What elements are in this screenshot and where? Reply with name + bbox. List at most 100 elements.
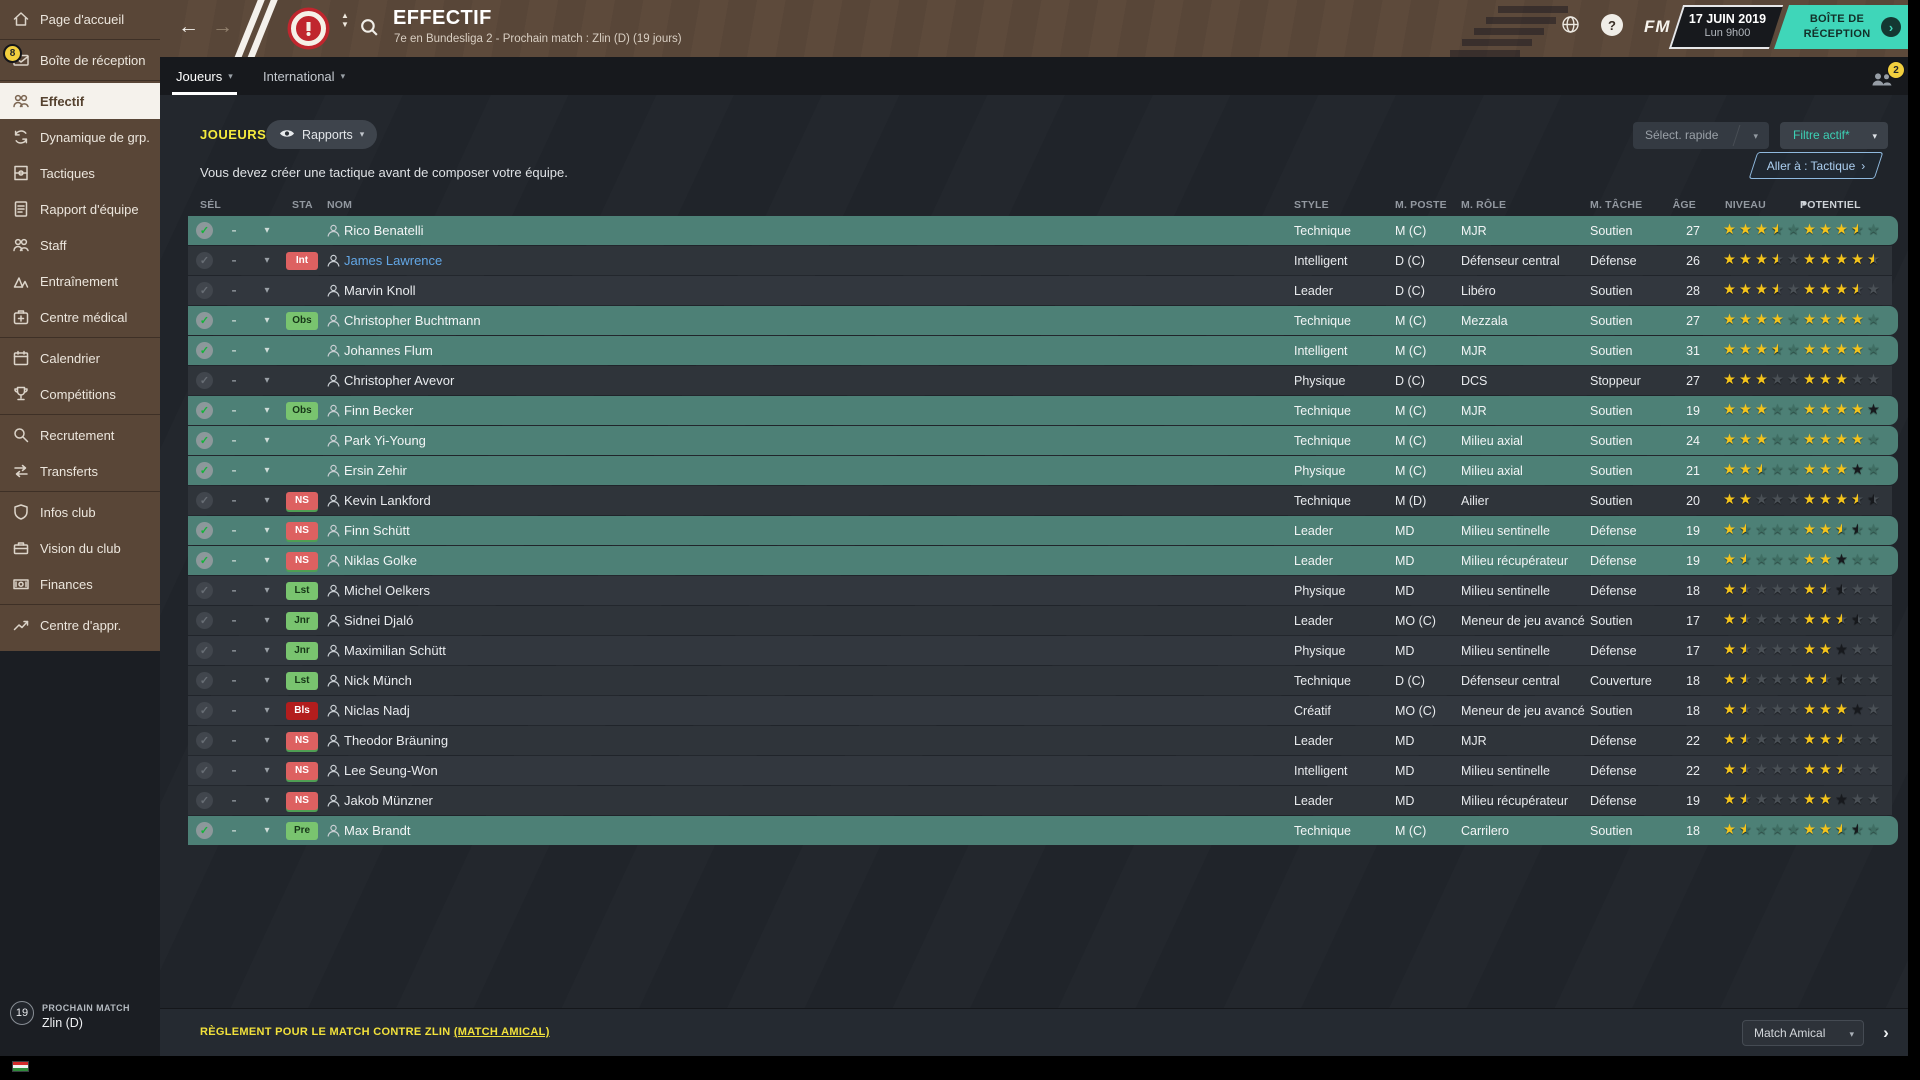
player-name[interactable]: Park Yi-Young [344, 433, 426, 448]
row-expand-chevron-icon[interactable]: ▾ [264, 735, 270, 746]
table-row[interactable]: ✓ - ▾ NS Finn Schütt Leader MD Milieu sentinell… [188, 516, 1898, 545]
column-header-age[interactable]: ÂGE [1672, 199, 1696, 211]
help-icon[interactable]: ? [1601, 14, 1623, 36]
player-name[interactable]: Theodor Bräuning [344, 733, 449, 748]
select-checkbox[interactable]: ✓ [196, 582, 213, 599]
team-switcher[interactable]: ▲ ▼ [341, 11, 349, 29]
select-checkbox[interactable]: ✓ [196, 492, 213, 509]
match-type-dropdown[interactable]: Match Amical ▾ [1742, 1020, 1864, 1046]
row-expand-chevron-icon[interactable]: ▾ [264, 465, 270, 476]
table-row[interactable]: ✓ - ▾ Obs Finn Becker Technique M (C) MJR Soutie… [188, 396, 1898, 425]
row-expand-chevron-icon[interactable]: ▾ [264, 555, 270, 566]
player-name[interactable]: Max Brandt [344, 823, 411, 838]
sidebar-item-infos-club[interactable]: Infos club [0, 494, 160, 530]
select-checkbox[interactable]: ✓ [196, 282, 213, 299]
column-header-sta[interactable]: STA [292, 199, 313, 211]
back-button[interactable]: ← [178, 15, 199, 38]
select-checkbox[interactable]: ✓ [196, 762, 213, 779]
table-row[interactable]: ✓ - ▾ NS Jakob Münzner Leader MD Milieu récupér… [188, 786, 1892, 815]
player-name[interactable]: Marvin Knoll [344, 283, 416, 298]
row-expand-chevron-icon[interactable]: ▾ [264, 435, 270, 446]
player-name[interactable]: Kevin Lankford [344, 493, 431, 508]
table-row[interactable]: ✓ - ▾ NS Lee Seung-Won Intelligent MD Milieu se… [188, 756, 1892, 785]
table-row[interactable]: ✓ - ▾ Obs Christopher Buchtmann Technique M (C… [188, 306, 1898, 335]
player-name[interactable]: Jakob Münzner [344, 793, 433, 808]
table-row[interactable]: ✓ - ▾ Int James Lawrence Intelligent D (C) Défe… [188, 246, 1892, 275]
player-name[interactable]: Nick Münch [344, 673, 412, 688]
player-name[interactable]: James Lawrence [344, 253, 443, 268]
player-name[interactable]: Johannes Flum [344, 343, 433, 358]
column-header-m-tache[interactable]: M. TÂCHE [1590, 199, 1643, 211]
column-header-style[interactable]: STYLE [1294, 199, 1329, 211]
select-checkbox[interactable]: ✓ [196, 642, 213, 659]
active-filter-dropdown[interactable]: Filtre actif* ▾ [1780, 122, 1888, 149]
match-ruling-link[interactable]: (MATCH AMICAL) [453, 1026, 550, 1038]
sidebar-item-staff[interactable]: Staff [0, 227, 160, 263]
player-name[interactable]: Michel Oelkers [344, 583, 430, 598]
table-row[interactable]: ✓ - ▾ Pre Max Brandt Technique M (C) Carrilero S… [188, 816, 1898, 845]
select-checkbox[interactable]: ✓ [196, 462, 213, 479]
select-checkbox[interactable]: ✓ [196, 822, 213, 839]
sidebar-item-effectif[interactable]: Effectif [0, 83, 160, 119]
select-checkbox[interactable]: ✓ [196, 252, 213, 269]
search-icon[interactable] [359, 17, 380, 43]
column-header-m-poste[interactable]: M. POSTE [1395, 199, 1447, 211]
row-expand-chevron-icon[interactable]: ▾ [264, 525, 270, 536]
select-checkbox[interactable]: ✓ [196, 372, 213, 389]
sidebar-item-boite-de-reception[interactable]: 8 Boîte de réception [0, 42, 160, 78]
row-expand-chevron-icon[interactable]: ▾ [264, 255, 270, 266]
table-row[interactable]: ✓ - ▾ Johannes Flum Intelligent M (C) MJR Souti… [188, 336, 1898, 365]
player-name[interactable]: Lee Seung-Won [344, 763, 438, 778]
sidebar-item-recrutement[interactable]: Recrutement [0, 417, 160, 453]
sidebar-item-competitions[interactable]: Compétitions [0, 376, 160, 412]
row-expand-chevron-icon[interactable]: ▾ [264, 225, 270, 236]
select-checkbox[interactable]: ✓ [196, 222, 213, 239]
row-expand-chevron-icon[interactable]: ▾ [264, 585, 270, 596]
column-header-sel[interactable]: SÉL [200, 199, 222, 211]
unread-count-badge[interactable]: 2 [1887, 61, 1905, 79]
select-checkbox[interactable]: ✓ [196, 672, 213, 689]
player-name[interactable]: Christopher Avevor [344, 373, 455, 388]
table-row[interactable]: ✓ - ▾ Lst Nick Münch Technique D (C) Défenseur … [188, 666, 1892, 695]
row-expand-chevron-icon[interactable]: ▾ [264, 675, 270, 686]
player-name[interactable]: Maximilian Schütt [344, 643, 446, 658]
table-row[interactable]: ✓ - ▾ Park Yi-Young Technique M (C) Milieu axi… [188, 426, 1898, 455]
table-row[interactable]: ✓ - ▾ Jnr Maximilian Schütt Physique MD Milieu … [188, 636, 1892, 665]
row-expand-chevron-icon[interactable]: ▾ [264, 345, 270, 356]
sidebar-item-centre-medical[interactable]: Centre médical [0, 299, 160, 335]
select-checkbox[interactable]: ✓ [196, 792, 213, 809]
tab-joueurs[interactable]: Joueurs ▾ [172, 57, 237, 95]
inbox-button[interactable]: BOÎTE DE RÉCEPTION › [1774, 5, 1908, 49]
sidebar-item-finances[interactable]: Finances [0, 566, 160, 602]
sidebar-next-match[interactable]: 19 PROCHAIN MATCH Zlin (D) [0, 1000, 160, 1050]
player-name[interactable]: Finn Schütt [344, 523, 410, 538]
sidebar-item-transferts[interactable]: Transferts [0, 453, 160, 489]
select-checkbox[interactable]: ✓ [196, 522, 213, 539]
select-checkbox[interactable]: ✓ [196, 732, 213, 749]
goto-tactics-button[interactable]: Aller à : Tactique › [1748, 152, 1884, 179]
reports-dropdown[interactable]: Rapports ▾ [266, 120, 378, 149]
select-checkbox[interactable]: ✓ [196, 432, 213, 449]
sidebar-item-calendrier[interactable]: Calendrier [0, 340, 160, 376]
sidebar-item-rapport-d-equipe[interactable]: Rapport d'équipe [0, 191, 160, 227]
game-date[interactable]: 17 JUIN 2019 Lun 9h00 [1668, 5, 1784, 49]
table-row[interactable]: ✓ - ▾ NS Kevin Lankford Technique M (D) Ailier S… [188, 486, 1892, 515]
player-name[interactable]: Niclas Nadj [344, 703, 410, 718]
player-name[interactable]: Rico Benatelli [344, 223, 424, 238]
player-name[interactable]: Finn Becker [344, 403, 414, 418]
row-expand-chevron-icon[interactable]: ▾ [264, 285, 270, 296]
select-checkbox[interactable]: ✓ [196, 312, 213, 329]
table-row[interactable]: ✓ - ▾ NS Niklas Golke Leader MD Milieu récupéra… [188, 546, 1898, 575]
player-name[interactable]: Christopher Buchtmann [344, 313, 481, 328]
column-header-m-role[interactable]: M. RÔLE [1461, 199, 1507, 211]
select-checkbox[interactable]: ✓ [196, 552, 213, 569]
player-name[interactable]: Niklas Golke [344, 553, 417, 568]
forward-button[interactable]: → [212, 15, 233, 38]
sidebar-item-dynamique-de-grp[interactable]: Dynamique de grp. [0, 119, 160, 155]
select-checkbox[interactable]: ✓ [196, 702, 213, 719]
column-header-nom[interactable]: NOM [327, 199, 353, 211]
table-row[interactable]: ✓ - ▾ Jnr Sidnei Djaló Leader MO (C) Meneur de … [188, 606, 1892, 635]
sidebar-item-entrainement[interactable]: Entraînement [0, 263, 160, 299]
table-row[interactable]: ✓ - ▾ Christopher Avevor Physique D (C) DCS Sto… [188, 366, 1892, 395]
select-checkbox[interactable]: ✓ [196, 612, 213, 629]
